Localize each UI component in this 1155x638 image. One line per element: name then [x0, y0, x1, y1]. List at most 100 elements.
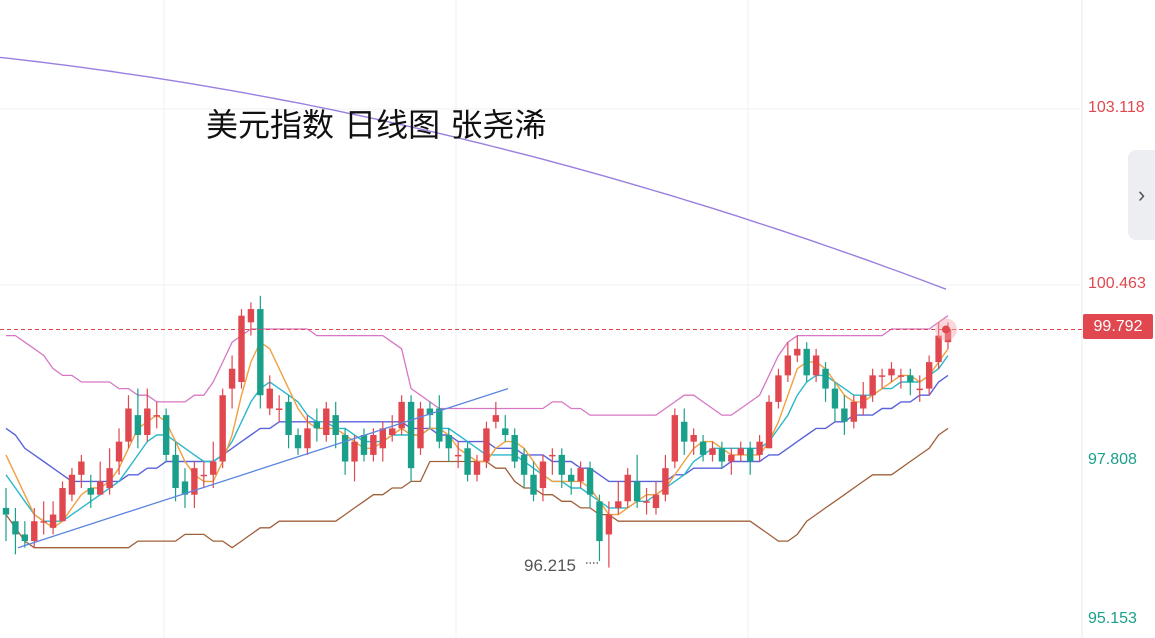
chart-grid: [0, 0, 1083, 638]
candle: [153, 401, 160, 429]
candle: [850, 395, 857, 429]
candle: [681, 408, 688, 455]
candle: [125, 395, 132, 449]
candle-body: [379, 428, 386, 449]
candle: [699, 435, 707, 462]
candle: [210, 441, 217, 489]
candle: [925, 355, 933, 396]
candle-body: [200, 474, 208, 477]
candle: [652, 481, 660, 515]
candle: [718, 441, 726, 469]
axis-tick-1: 103.118: [1088, 99, 1145, 116]
chevron-right-icon: ›: [1137, 182, 1146, 207]
candle-body: [822, 368, 829, 389]
candle-body: [633, 481, 641, 502]
candle: [662, 454, 669, 502]
candle-body: [454, 454, 462, 457]
candle-body: [728, 454, 735, 462]
candle: [454, 441, 462, 469]
candle-body: [492, 415, 500, 422]
candle: [549, 448, 556, 475]
candle: [115, 428, 123, 475]
candle-body: [247, 309, 255, 323]
candle-body: [935, 335, 942, 363]
candle-body: [304, 428, 311, 449]
candle-body: [257, 309, 264, 396]
candle-body: [313, 421, 321, 429]
candle: [360, 428, 368, 462]
candle: [49, 501, 57, 535]
candle-body: [869, 375, 876, 396]
candle-body: [530, 474, 537, 495]
candle-body: [464, 448, 471, 475]
candle-body: [831, 388, 839, 409]
candle-body: [888, 368, 895, 376]
candle-body: [210, 461, 217, 475]
candle-body: [162, 415, 170, 455]
candle: [558, 448, 565, 489]
candle-body: [812, 355, 820, 376]
candle: [746, 441, 754, 475]
candle: [257, 295, 264, 409]
candle-body: [134, 415, 142, 436]
axis-tick-2: 100.463: [1088, 275, 1146, 292]
candle-body: [709, 448, 716, 455]
candle-body: [539, 461, 547, 489]
candle-body: [681, 421, 688, 442]
candle-body: [690, 435, 697, 442]
slow-ma-line: [5, 374, 949, 483]
candle-body: [558, 454, 565, 475]
candle: [539, 454, 547, 502]
candle-body: [624, 474, 631, 502]
candle: [615, 481, 622, 515]
candle: [765, 395, 773, 449]
candle-body: [502, 428, 509, 436]
candle-body: [172, 454, 179, 489]
candle: [162, 408, 170, 462]
expand-panel-button[interactable]: ›: [1128, 150, 1155, 240]
candle-body: [68, 474, 76, 495]
candle-body: [615, 501, 622, 508]
candle: [219, 388, 226, 469]
candle: [822, 362, 829, 402]
candle-body: [191, 468, 198, 495]
candle: [426, 401, 434, 429]
candle: [916, 375, 923, 402]
candle-body: [483, 428, 490, 462]
candle-body: [285, 401, 292, 436]
candle-body: [520, 454, 528, 475]
candle-body: [266, 388, 273, 409]
candle-body: [370, 435, 377, 455]
low-price-annotation: 96.215: [524, 556, 576, 575]
candle-body: [2, 507, 10, 515]
candle-body: [436, 408, 443, 442]
candle: [775, 368, 782, 409]
candle-body: [662, 468, 669, 495]
candle-body: [398, 401, 405, 429]
chart-overlays: [0, 318, 1082, 564]
candle-body: [275, 408, 283, 410]
candle-body: [445, 435, 452, 449]
candle: [803, 342, 810, 382]
candle: [228, 355, 236, 409]
candle-body: [115, 441, 123, 462]
candle-body: [850, 401, 857, 422]
candle: [445, 428, 452, 462]
candle-body: [737, 448, 744, 455]
candle: [407, 395, 415, 482]
candle: [417, 401, 424, 455]
candle: [831, 381, 839, 422]
candle: [577, 461, 584, 489]
candle: [530, 461, 537, 502]
candle-body: [106, 468, 113, 489]
candle-body: [596, 501, 603, 542]
candle-body: [897, 375, 905, 377]
candle-body: [784, 355, 792, 376]
candle: [935, 322, 942, 369]
candle: [878, 368, 886, 389]
candle: [191, 461, 198, 508]
candle-body: [756, 441, 763, 455]
candle-body: [605, 514, 613, 535]
candle-body: [841, 408, 848, 422]
